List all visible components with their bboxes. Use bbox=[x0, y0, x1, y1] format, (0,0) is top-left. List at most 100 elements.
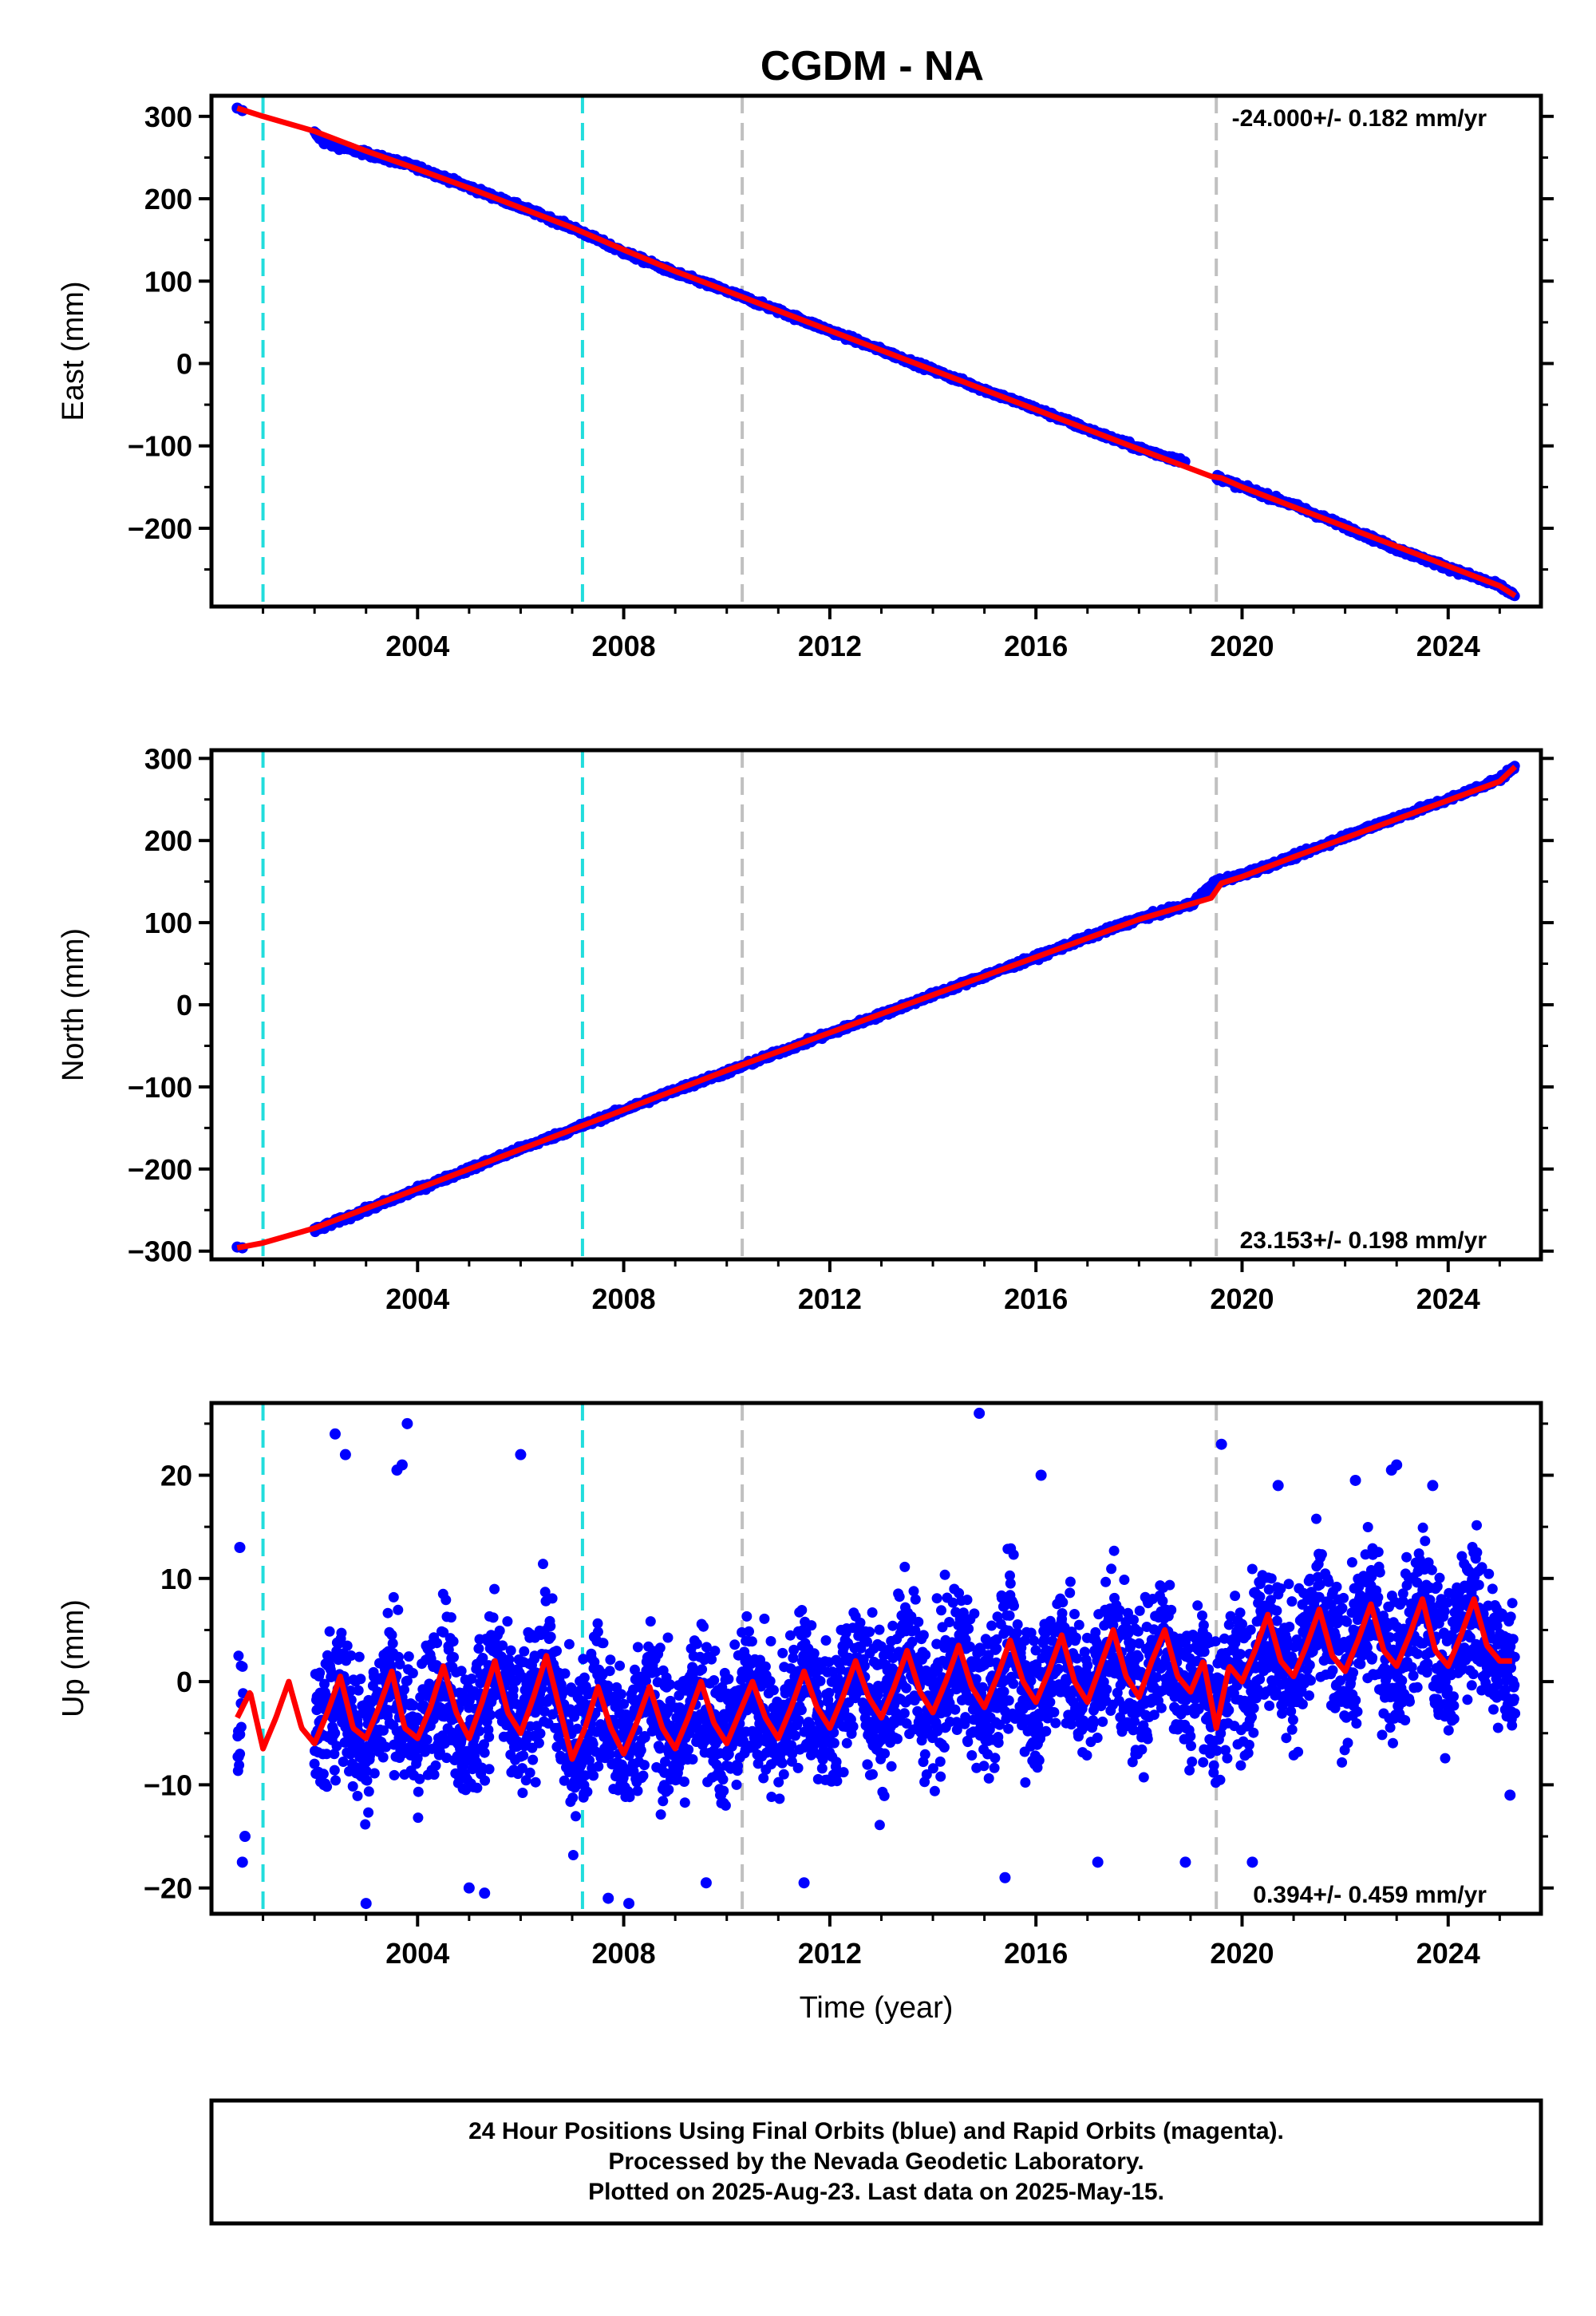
observation-point bbox=[329, 1749, 340, 1760]
observation-point bbox=[448, 1652, 459, 1662]
model-fit-line bbox=[236, 765, 1518, 1251]
observation-point bbox=[232, 1731, 243, 1742]
observation-point bbox=[233, 1650, 244, 1662]
observation-point bbox=[445, 1612, 456, 1623]
observation-point bbox=[559, 1775, 570, 1786]
observation-point bbox=[605, 1654, 616, 1666]
x-tick-label: 2020 bbox=[1210, 1282, 1274, 1315]
y-tick-label: 0 bbox=[176, 347, 192, 380]
observation-point bbox=[330, 1728, 341, 1739]
observation-point bbox=[393, 1604, 404, 1615]
observation-point bbox=[563, 1638, 575, 1650]
observation-point bbox=[438, 1626, 449, 1638]
observation-point bbox=[319, 1678, 330, 1690]
observation-point bbox=[473, 1643, 484, 1654]
observation-point bbox=[428, 1713, 439, 1725]
observation-point bbox=[394, 1658, 405, 1670]
observation-point bbox=[363, 1807, 374, 1818]
observation-point bbox=[539, 1587, 551, 1598]
x-tick-label: 2016 bbox=[1004, 630, 1068, 662]
observation-point bbox=[346, 1650, 357, 1661]
observation-point bbox=[527, 1754, 539, 1765]
rate-label: 23.153+/- 0.198 mm/yr bbox=[1240, 1227, 1487, 1254]
rate-label: -24.000+/- 0.182 mm/yr bbox=[1232, 105, 1487, 132]
y-tick-label: −300 bbox=[128, 1235, 192, 1268]
observation-point bbox=[234, 1760, 245, 1771]
y-tick-label: −100 bbox=[128, 430, 192, 463]
observation-point bbox=[538, 1559, 548, 1570]
observation-point bbox=[378, 1725, 389, 1736]
y-tick-label: −100 bbox=[128, 1071, 192, 1104]
observation-point bbox=[592, 1618, 603, 1629]
observation-point bbox=[346, 1686, 356, 1696]
y-tick-label: 100 bbox=[144, 907, 192, 939]
observation-point bbox=[413, 1786, 424, 1797]
observation-point bbox=[318, 1769, 329, 1780]
observation-point bbox=[388, 1591, 399, 1603]
observation-point bbox=[494, 1625, 505, 1636]
observation-point bbox=[387, 1638, 398, 1649]
observation-point bbox=[479, 1747, 490, 1758]
observation-point bbox=[519, 1646, 530, 1657]
observation-point bbox=[545, 1621, 556, 1632]
observation-point bbox=[497, 1640, 508, 1651]
observation-point bbox=[329, 1765, 340, 1776]
observation-point bbox=[539, 1706, 550, 1717]
observation-point bbox=[567, 1850, 579, 1860]
observation-point bbox=[421, 1734, 433, 1745]
observation-point bbox=[448, 1636, 459, 1647]
observation-point bbox=[474, 1725, 485, 1737]
observation-point bbox=[502, 1616, 513, 1627]
observation-point bbox=[579, 1770, 591, 1781]
x-tick-label: 2008 bbox=[592, 630, 656, 662]
observation-point bbox=[321, 1749, 332, 1760]
observation-point bbox=[466, 1674, 477, 1684]
observation-point bbox=[508, 1684, 519, 1695]
observation-point bbox=[524, 1767, 535, 1778]
observation-point bbox=[441, 1753, 452, 1764]
observation-point bbox=[347, 1780, 358, 1792]
y-tick-label: 100 bbox=[144, 265, 192, 298]
y-tick-label: 300 bbox=[144, 742, 192, 775]
observation-point bbox=[551, 1646, 562, 1657]
observation-point bbox=[408, 1700, 419, 1711]
observation-point bbox=[353, 1685, 364, 1696]
observation-point bbox=[456, 1733, 468, 1744]
observation-point bbox=[488, 1612, 499, 1623]
observation-point bbox=[407, 1668, 418, 1678]
observation-point bbox=[602, 1680, 614, 1691]
y-tick-label: −200 bbox=[128, 512, 192, 545]
observation-point bbox=[382, 1607, 393, 1618]
observation-point bbox=[235, 1749, 246, 1760]
x-tick-label: 2012 bbox=[798, 630, 862, 662]
observation-point bbox=[598, 1638, 609, 1649]
observation-point bbox=[429, 1769, 440, 1780]
observation-point bbox=[235, 1721, 247, 1733]
panel-frame bbox=[209, 93, 1543, 609]
x-tick-label: 2012 bbox=[798, 1282, 862, 1315]
y-axis-label: East (mm) bbox=[57, 281, 90, 421]
x-tick-label: 2024 bbox=[1416, 1282, 1480, 1315]
observation-point bbox=[314, 1667, 326, 1678]
y-tick-label: 200 bbox=[144, 824, 192, 857]
observation-point bbox=[309, 1758, 320, 1769]
observation-point bbox=[505, 1645, 516, 1656]
observation-point bbox=[604, 1666, 615, 1677]
observation-point bbox=[342, 1640, 353, 1651]
observation-point bbox=[401, 1675, 413, 1686]
observation-point bbox=[360, 1819, 371, 1830]
observation-point bbox=[593, 1761, 604, 1772]
y-tick-label: 0 bbox=[176, 989, 192, 1022]
y-axis-label: North (mm) bbox=[57, 928, 90, 1081]
observation-point bbox=[365, 1750, 375, 1761]
observation-point bbox=[472, 1782, 483, 1793]
observation-point bbox=[352, 1790, 363, 1801]
observation-point bbox=[377, 1752, 389, 1763]
observation-point bbox=[484, 1764, 495, 1775]
model-fit-line bbox=[236, 105, 1517, 599]
observation-point bbox=[361, 1775, 373, 1786]
